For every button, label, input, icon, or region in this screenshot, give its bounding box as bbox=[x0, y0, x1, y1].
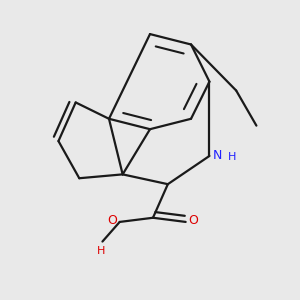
Text: O: O bbox=[189, 214, 199, 227]
Text: H: H bbox=[97, 246, 105, 256]
Text: H: H bbox=[228, 152, 236, 162]
Text: O: O bbox=[107, 214, 117, 227]
Text: N: N bbox=[213, 149, 222, 162]
